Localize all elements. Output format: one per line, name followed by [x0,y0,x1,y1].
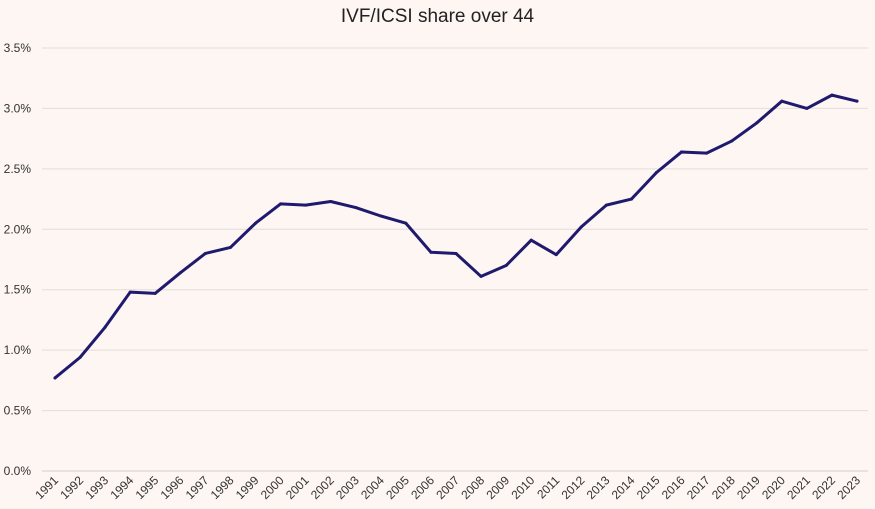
data-point [203,251,207,255]
y-tick-label: 1.0% [4,343,32,357]
data-point [354,206,358,210]
data-point [454,251,458,255]
x-tick-label: 1997 [183,473,212,502]
x-tick-label: 2010 [509,473,538,502]
x-tick-label: 1991 [32,473,61,502]
y-tick-label: 1.5% [4,283,32,297]
x-tick-label: 2000 [258,473,287,502]
x-tick-label: 1998 [208,473,237,502]
data-point [404,221,408,225]
x-tick-label: 2021 [784,473,813,502]
x-tick-label: 2015 [634,473,663,502]
data-point [755,121,759,125]
data-point [78,355,82,359]
data-point [855,99,859,103]
x-tick-label: 2006 [408,473,437,502]
data-point [504,264,508,268]
data-point [655,170,658,174]
x-tick-label: 2009 [483,473,512,502]
data-point [178,271,182,275]
x-tick-label: 2018 [709,473,738,502]
data-point [805,106,809,110]
data-point [103,325,107,329]
data-point [228,245,232,249]
data-point [830,93,834,97]
chart-title: IVF/ICSI share over 44 [340,6,535,27]
data-point [329,199,333,203]
data-point [529,238,533,242]
x-tick-label: 2013 [584,473,613,502]
data-point [579,225,583,229]
x-tick-label: 2011 [534,473,562,501]
data-point [254,221,257,225]
data-point [604,203,608,207]
y-tick-label: 3.5% [4,41,32,55]
x-tick-label: 1995 [133,473,162,502]
x-tick-label: 2012 [559,473,588,502]
x-tick-label: 2014 [609,473,638,502]
data-point [429,250,433,254]
series-line [53,93,859,380]
x-tick-label: 2022 [809,473,838,502]
x-tick-label: 1996 [158,473,187,502]
x-tick-label: 1994 [108,473,137,502]
x-tick-label: 2008 [458,473,487,502]
data-point [629,197,633,201]
data-point [780,99,784,103]
data-point [153,291,157,295]
y-tick-label: 0.0% [4,464,32,478]
x-tick-label: 2019 [734,473,763,502]
y-tick-label: 3.0% [4,101,32,115]
data-point [304,203,308,207]
x-tick-label: 2020 [759,473,788,502]
x-tick-label: 2003 [333,473,362,502]
data-point [53,376,57,380]
x-tick-label: 2023 [834,473,863,502]
y-tick-label: 2.5% [4,162,32,176]
y-tick-label: 0.5% [4,404,32,418]
data-point [705,151,709,155]
data-point [479,274,483,278]
x-tick-label: 1993 [82,473,111,502]
x-tick-label: 1992 [57,473,86,502]
data-point [554,253,558,257]
x-tick-label: 2002 [308,473,337,502]
data-point [128,290,132,294]
y-tick-label: 2.0% [4,222,32,236]
x-tick-label: 2007 [433,473,462,502]
data-point [730,139,734,143]
x-tick-label: 1999 [233,473,262,502]
data-point [680,150,684,154]
x-tick-label: 2001 [283,473,312,502]
x-tick-label: 2016 [659,473,688,502]
data-point [279,202,283,206]
data-point [379,214,383,218]
x-tick-label: 2005 [383,473,412,502]
x-tick-label: 2017 [684,473,713,502]
x-tick-label: 2004 [358,473,387,502]
